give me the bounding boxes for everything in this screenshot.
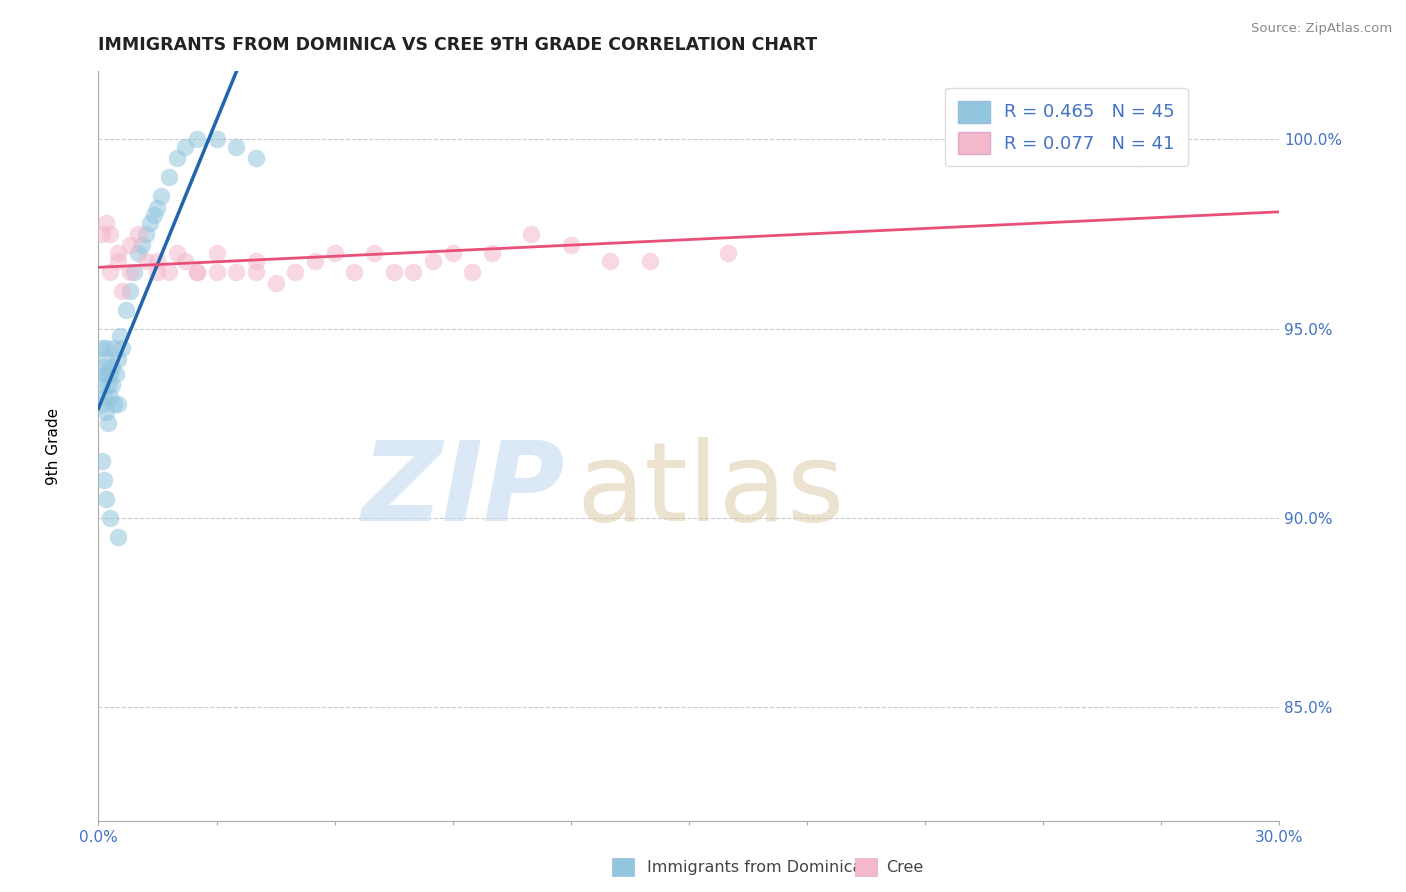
Point [205, 132, 228, 146]
Text: 9th Grade: 9th Grade [46, 408, 60, 484]
Point [146, 253, 169, 268]
Point [96, 351, 118, 366]
Point [461, 265, 484, 279]
Point [91, 378, 114, 392]
Point [245, 265, 267, 279]
Point [98, 367, 121, 381]
Point [91, 454, 114, 468]
Point [97, 417, 120, 431]
Point [127, 227, 149, 241]
Point [107, 530, 129, 544]
Point [93, 367, 115, 381]
Point [101, 359, 124, 374]
Point [101, 378, 124, 392]
Point [93, 473, 115, 487]
Legend: R = 0.465   N = 45, R = 0.077   N = 41: R = 0.465 N = 45, R = 0.077 N = 41 [945, 88, 1188, 166]
Point [111, 341, 134, 355]
Point [599, 253, 621, 268]
Point [107, 253, 129, 268]
Point [481, 246, 503, 260]
Point [108, 329, 131, 343]
Point [186, 265, 208, 279]
Point [96, 491, 118, 506]
Point [245, 152, 267, 166]
Point [264, 277, 287, 291]
Point [717, 246, 740, 260]
Point [93, 359, 115, 374]
Point [402, 265, 425, 279]
Point [138, 216, 160, 230]
Text: Source: ZipAtlas.com: Source: ZipAtlas.com [1251, 22, 1392, 36]
Point [98, 227, 121, 241]
Point [186, 132, 208, 146]
Point [150, 189, 173, 203]
Point [284, 265, 307, 279]
Point [118, 284, 141, 298]
Point [103, 397, 125, 411]
Point [174, 253, 197, 268]
Point [107, 246, 129, 260]
Point [91, 227, 114, 241]
Point [225, 140, 247, 154]
Point [441, 246, 464, 260]
Point [166, 152, 188, 166]
Point [98, 265, 121, 279]
Point [174, 140, 197, 154]
Point [105, 367, 128, 381]
Point [135, 253, 157, 268]
Text: Immigrants from Dominica: Immigrants from Dominica [647, 860, 862, 874]
Point [343, 265, 366, 279]
Point [93, 390, 115, 404]
Point [166, 246, 188, 260]
Point [96, 341, 118, 355]
Point [205, 265, 228, 279]
Point [103, 341, 125, 355]
Point [107, 351, 129, 366]
Point [560, 238, 582, 252]
Point [91, 397, 114, 411]
Point [304, 253, 326, 268]
Point [98, 390, 121, 404]
Point [98, 511, 121, 525]
Point [122, 265, 145, 279]
Point [225, 265, 247, 279]
Point [118, 265, 141, 279]
Point [135, 227, 157, 241]
Point [363, 246, 385, 260]
Point [382, 265, 405, 279]
Point [157, 265, 180, 279]
Point [97, 378, 120, 392]
Point [520, 227, 543, 241]
Point [638, 253, 661, 268]
Point [157, 170, 180, 185]
Point [111, 284, 134, 298]
Point [127, 246, 149, 260]
Point [115, 302, 138, 317]
Point [131, 238, 153, 252]
Text: atlas: atlas [576, 437, 845, 544]
Point [96, 367, 118, 381]
Text: IMMIGRANTS FROM DOMINICA VS CREE 9TH GRADE CORRELATION CHART: IMMIGRANTS FROM DOMINICA VS CREE 9TH GRA… [98, 36, 817, 54]
Point [245, 253, 267, 268]
Point [323, 246, 346, 260]
Point [146, 265, 169, 279]
Point [118, 238, 141, 252]
Point [186, 265, 208, 279]
Point [142, 208, 165, 222]
Point [96, 405, 118, 419]
Text: ZIP: ZIP [361, 437, 565, 544]
Point [91, 341, 114, 355]
Point [96, 216, 118, 230]
Point [146, 201, 169, 215]
Point [205, 246, 228, 260]
Point [107, 397, 129, 411]
Point [422, 253, 444, 268]
Point [1130, 152, 1153, 166]
Text: Cree: Cree [886, 860, 922, 874]
